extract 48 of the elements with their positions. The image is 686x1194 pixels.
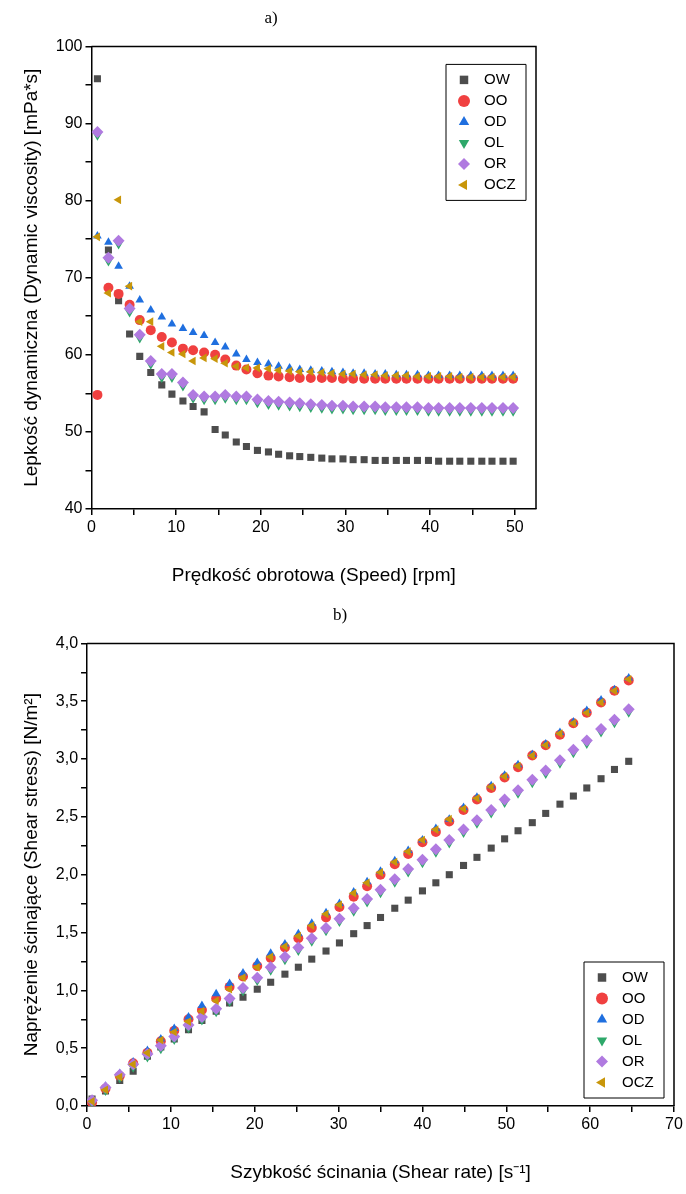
legend-label: OO	[622, 988, 646, 1006]
y-tick-label: 2,0	[55, 865, 79, 883]
y-tick-label: 100	[55, 36, 83, 54]
y-tick-label: 70	[64, 268, 83, 286]
x-tick-label: 0	[87, 518, 97, 536]
y-tick-label: 80	[64, 191, 83, 209]
x-axis-title: Prędkość obrotowa (Speed) [rpm]	[171, 563, 456, 585]
chart-title: a)	[264, 7, 278, 27]
x-tick-label: 20	[245, 1115, 264, 1133]
legend-label: OL	[484, 133, 505, 151]
x-tick-label: 0	[82, 1115, 92, 1133]
y-axis-title: Naprężenie ścinające (Shear stress) [N/m²]	[19, 693, 41, 1057]
chart-title: b)	[332, 604, 348, 624]
legend-label: OCZ	[484, 175, 516, 193]
y-tick-label: 3,0	[55, 749, 79, 767]
x-tick-label: 10	[161, 1115, 180, 1133]
x-tick-label: 30	[329, 1115, 348, 1133]
legend-label: OR	[484, 154, 507, 172]
y-tick-label: 1,0	[55, 980, 79, 998]
x-tick-label: 70	[665, 1115, 683, 1133]
x-tick-label: 50	[505, 518, 524, 536]
y-tick-label: 60	[64, 345, 83, 363]
legend-label: OD	[622, 1009, 645, 1027]
y-tick-label: 50	[64, 422, 83, 440]
y-tick-label: 40	[64, 499, 83, 517]
x-tick-label: 60	[581, 1115, 600, 1133]
legend-label: OW	[484, 70, 511, 88]
y-tick-label: 0,0	[55, 1096, 79, 1114]
y-tick-label: 90	[64, 113, 83, 131]
x-tick-label: 30	[336, 518, 355, 536]
legend-label: OW	[622, 967, 649, 985]
x-tick-label: 40	[421, 518, 440, 536]
y-tick-label: 2,5	[55, 807, 79, 825]
y-axis-title: Lepkość dynamiczna (Dynamic viscosity) [mPa*s]	[19, 68, 41, 487]
x-tick-label: 40	[413, 1115, 432, 1133]
legend-label: OCZ	[622, 1072, 654, 1090]
x-tick-label: 20	[251, 518, 270, 536]
y-tick-label: 3,5	[55, 691, 79, 709]
y-tick-label: 0,5	[55, 1038, 79, 1056]
x-tick-label: 10	[167, 518, 186, 536]
legend-label: OO	[484, 91, 508, 109]
legend-label: OL	[622, 1030, 643, 1048]
legend-label: OR	[622, 1051, 645, 1069]
y-tick-label: 1,5	[55, 922, 79, 940]
x-tick-label: 50	[497, 1115, 516, 1133]
y-tick-label: 4,0	[55, 633, 79, 651]
x-axis-title: Szybkość ścinania (Shear rate) [s⁻¹]	[230, 1160, 531, 1182]
legend-label: OD	[484, 112, 507, 130]
